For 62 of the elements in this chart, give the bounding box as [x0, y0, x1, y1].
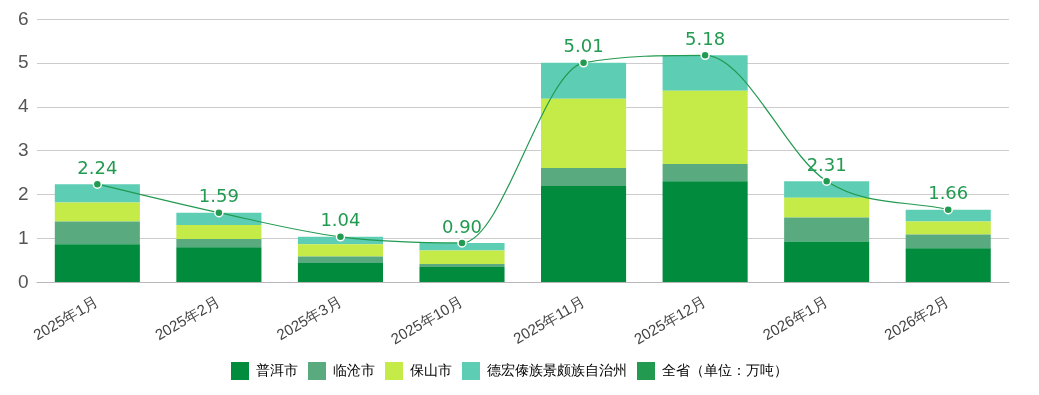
bar [905, 209, 991, 222]
y-tick-label: 4 [17, 95, 29, 117]
y-tick-label: 0 [17, 270, 29, 292]
point [578, 58, 589, 68]
bar [297, 256, 383, 264]
point [457, 238, 467, 248]
legend-label: 全省（单位：万吨） [662, 361, 788, 378]
data-label: 1.04 [320, 209, 361, 231]
bar [419, 263, 505, 268]
bar [541, 98, 627, 168]
bar [662, 55, 748, 91]
data-label: 0.90 [441, 215, 483, 237]
bar [905, 221, 991, 235]
bar [784, 181, 870, 198]
bar [905, 248, 991, 282]
bar [297, 244, 383, 257]
x-tick-label: 2025年1月 [30, 292, 101, 344]
y-tick-label: 3 [17, 139, 29, 161]
data-label: 1.59 [198, 185, 239, 207]
y-tick-label: 2 [17, 182, 29, 204]
bar [419, 267, 505, 282]
bar [784, 217, 870, 242]
bar [54, 221, 140, 245]
data-label: 1.66 [928, 182, 969, 204]
point [700, 50, 710, 61]
bar [541, 167, 627, 186]
legend-label: 普洱市 [256, 361, 298, 378]
y-tick-label: 6 [17, 7, 29, 29]
bar [662, 181, 748, 282]
legend-label: 保山市 [410, 361, 452, 378]
x-tick-label: 2025年3月 [273, 292, 345, 344]
x-tick-label: 2025年10月 [387, 292, 466, 348]
x-tick-label: 2025年11月 [510, 292, 588, 347]
legend-label: 临沧市 [333, 361, 375, 378]
y-tick-label: 1 [17, 226, 29, 248]
bar [419, 250, 505, 264]
data-label: 5.18 [685, 28, 726, 50]
point [335, 232, 346, 242]
data-label: 2.31 [806, 153, 847, 175]
x-tick-label: 2025年12月 [630, 292, 709, 348]
bar [905, 234, 991, 249]
bar [662, 90, 748, 165]
bar [176, 238, 262, 248]
bar [54, 184, 140, 203]
bar [541, 185, 627, 282]
x-tick-label: 2025年2月 [151, 292, 223, 344]
x-tick-label: 2026年2月 [881, 292, 952, 344]
bar [662, 164, 748, 182]
bar [784, 241, 870, 282]
legend-label: 德宏傣族景颇族自治州 [487, 361, 627, 378]
bar [54, 202, 140, 222]
bar [176, 247, 262, 282]
data-label: 2.24 [77, 156, 118, 178]
bar [297, 263, 383, 282]
bar [176, 212, 262, 225]
bar [541, 62, 627, 99]
y-tick-label: 5 [17, 51, 29, 73]
data-label: 5.01 [563, 35, 604, 57]
bar [176, 224, 262, 239]
x-tick-label: 2026年1月 [759, 292, 831, 344]
bar [784, 197, 870, 218]
bar [54, 244, 140, 282]
